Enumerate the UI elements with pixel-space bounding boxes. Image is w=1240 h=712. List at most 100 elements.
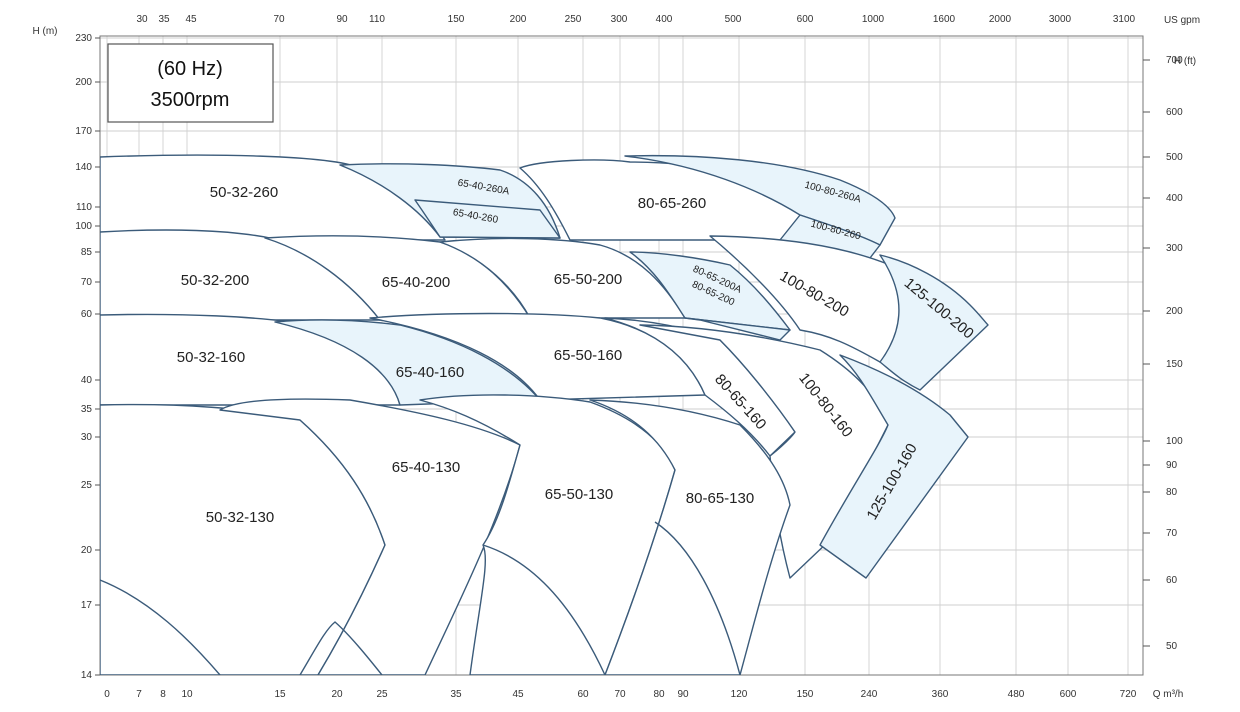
tick-label: 90 bbox=[677, 689, 689, 700]
zone-label-65-50-130: 65-50-130 bbox=[545, 486, 613, 503]
tick-label: 140 bbox=[75, 162, 92, 173]
tick-label: 45 bbox=[512, 689, 524, 700]
speed-box: (60 Hz) 3500rpm bbox=[107, 43, 274, 123]
tick-label: 200 bbox=[75, 77, 92, 88]
zone-label-80-65-130: 80-65-130 bbox=[686, 490, 754, 507]
right-axis-ticks: 700 600 500 400 300 200 150 100 90 80 70 60 50 bbox=[1143, 55, 1183, 652]
tick-label: 150 bbox=[1166, 359, 1183, 370]
zone-label-50-32-200: 50-32-200 bbox=[181, 272, 249, 289]
tick-label: 110 bbox=[369, 14, 385, 25]
tick-label: 150 bbox=[797, 689, 814, 700]
tick-label: 40 bbox=[81, 375, 93, 386]
zone-area-80-65-200a bbox=[629, 251, 791, 331]
tick-label: 30 bbox=[81, 432, 93, 443]
tick-label: 120 bbox=[731, 689, 748, 700]
tick-label: 60 bbox=[1166, 575, 1178, 586]
zone-label-65-50-160: 65-50-160 bbox=[554, 347, 622, 364]
left-axis-ticks: 230 200 170 140 110 100 85 70 60 40 35 30 25 20 17 14 bbox=[75, 33, 100, 681]
tick-label: 80 bbox=[653, 689, 665, 700]
tick-label: 90 bbox=[1166, 460, 1178, 471]
tick-label: 720 bbox=[1120, 689, 1137, 700]
tick-label: 20 bbox=[81, 545, 93, 556]
tick-label: 500 bbox=[725, 14, 742, 25]
tick-label: 100 bbox=[75, 221, 92, 232]
tick-label: 20 bbox=[331, 689, 343, 700]
zone-label-65-40-160: 65-40-160 bbox=[396, 364, 464, 381]
tick-label: 400 bbox=[1166, 193, 1183, 204]
operating-curve bbox=[299, 621, 383, 675]
zone-area-65-50-200 bbox=[439, 237, 686, 319]
tick-label: 110 bbox=[76, 202, 92, 213]
zone-area-100-80-260 bbox=[779, 214, 881, 259]
tick-label: 600 bbox=[1166, 107, 1183, 118]
tick-label: 200 bbox=[1166, 306, 1183, 317]
zone-area-100-80-260a bbox=[624, 154, 896, 246]
zone-label-50-32-260: 50-32-260 bbox=[210, 184, 278, 201]
tick-label: 170 bbox=[75, 126, 92, 137]
tick-label: 200 bbox=[510, 14, 527, 25]
tick-label: 25 bbox=[81, 480, 93, 491]
tick-label: 1000 bbox=[862, 14, 885, 25]
tick-label: 60 bbox=[577, 689, 589, 700]
tick-label: 500 bbox=[1166, 152, 1183, 163]
tick-label: 10 bbox=[181, 689, 193, 700]
zone-area-125-100-160 bbox=[819, 354, 969, 579]
tick-label: 100 bbox=[1166, 436, 1183, 447]
zone-label-50-32-130: 50-32-130 bbox=[206, 509, 274, 526]
left-unit-label: H (m) bbox=[33, 26, 58, 37]
tick-label: 0 bbox=[104, 689, 110, 700]
tick-label: 300 bbox=[1166, 243, 1183, 254]
tick-label: 240 bbox=[861, 689, 878, 700]
zone-label-65-40-130: 65-40-130 bbox=[392, 459, 460, 476]
zone-area-65-40-160 bbox=[274, 319, 541, 406]
operating-curve bbox=[654, 521, 741, 675]
tick-label: 230 bbox=[75, 33, 92, 44]
bottom-axis-ticks: 0 7 8 10 15 20 25 35 45 60 70 80 90 120 150 240 360 480 60… bbox=[104, 689, 1137, 700]
tick-label: 150 bbox=[448, 14, 465, 25]
tick-label: 600 bbox=[797, 14, 814, 25]
tick-label: 70 bbox=[273, 14, 285, 25]
tick-label: 90 bbox=[336, 14, 348, 25]
frequency-label: (60 Hz) bbox=[157, 58, 223, 80]
tick-label: 15 bbox=[274, 689, 286, 700]
tick-label: 80 bbox=[1166, 487, 1178, 498]
bottom-unit-label: Q m³/h bbox=[1153, 689, 1184, 700]
tick-label: 70 bbox=[81, 277, 93, 288]
zone-area-80-65-200 bbox=[684, 317, 791, 341]
zone-label-65-40-200: 65-40-200 bbox=[382, 274, 450, 291]
zone-area-65-40-260 bbox=[414, 199, 561, 239]
tick-label: 35 bbox=[450, 689, 462, 700]
tick-label: 35 bbox=[81, 404, 93, 415]
tick-label: 2000 bbox=[989, 14, 1012, 25]
zone-area-125-100-200 bbox=[879, 254, 989, 391]
tick-label: 3100 bbox=[1113, 14, 1136, 25]
zone-label-80-65-260: 80-65-260 bbox=[638, 195, 706, 212]
tick-label: 70 bbox=[614, 689, 626, 700]
tick-label: 70 bbox=[1166, 528, 1178, 539]
top-unit-label: US gpm bbox=[1164, 15, 1200, 26]
tick-label: 14 bbox=[81, 670, 93, 681]
tick-label: 480 bbox=[1008, 689, 1025, 700]
tick-label: 250 bbox=[565, 14, 582, 25]
tick-label: 35 bbox=[158, 14, 170, 25]
operating-curve bbox=[100, 579, 221, 675]
tick-label: 300 bbox=[611, 14, 628, 25]
zone-label-65-50-200: 65-50-200 bbox=[554, 271, 622, 288]
zone-area-100-80-160 bbox=[639, 324, 889, 579]
tick-label: 60 bbox=[81, 309, 93, 320]
tick-label: 8 bbox=[160, 689, 166, 700]
tick-label: 3000 bbox=[1049, 14, 1072, 25]
operating-curve bbox=[482, 544, 606, 675]
right-unit-label: H (ft) bbox=[1174, 56, 1196, 67]
tick-label: 25 bbox=[376, 689, 388, 700]
zone-area-65-40-130 bbox=[219, 398, 521, 675]
tick-label: 1600 bbox=[933, 14, 956, 25]
tick-label: 17 bbox=[81, 600, 93, 611]
tick-label: 50 bbox=[1166, 641, 1178, 652]
tick-label: 30 bbox=[136, 14, 148, 25]
tick-label: 360 bbox=[932, 689, 949, 700]
zone-label-50-32-160: 50-32-160 bbox=[177, 349, 245, 366]
rpm-label: 3500rpm bbox=[151, 89, 230, 111]
tick-label: 400 bbox=[656, 14, 673, 25]
